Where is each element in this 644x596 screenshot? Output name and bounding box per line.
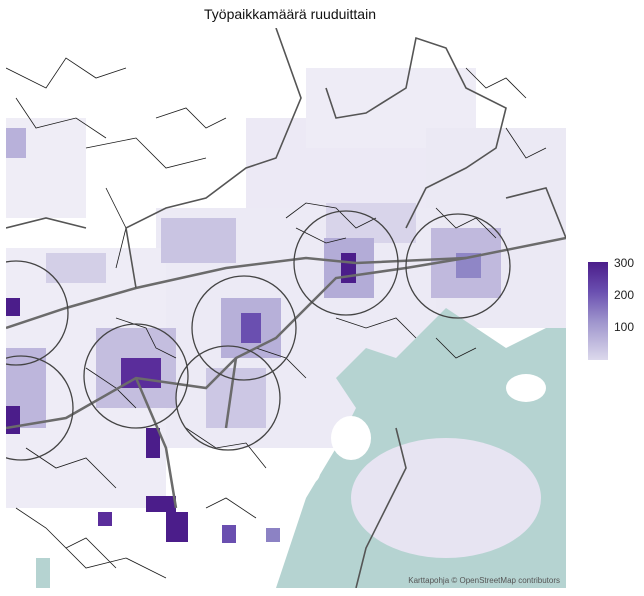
legend-color-bar	[588, 262, 608, 360]
legend-label-300: 300	[614, 256, 635, 270]
legend-label-200: 200	[614, 288, 635, 302]
major-roads	[6, 236, 566, 509]
map-canvas[interactable]: Karttapohja © OpenStreetMap contributors	[6, 28, 566, 588]
station-catchment-circles	[6, 210, 511, 461]
boundary-lines	[6, 28, 566, 588]
map-title: Työpaikkamäärä ruuduittain	[204, 6, 376, 22]
color-legend: 300 200 100	[586, 256, 644, 370]
legend-label-100: 100	[614, 320, 635, 334]
water-areas	[36, 308, 566, 588]
map-svg	[6, 28, 566, 588]
map-attribution: Karttapohja © OpenStreetMap contributors	[408, 576, 560, 585]
